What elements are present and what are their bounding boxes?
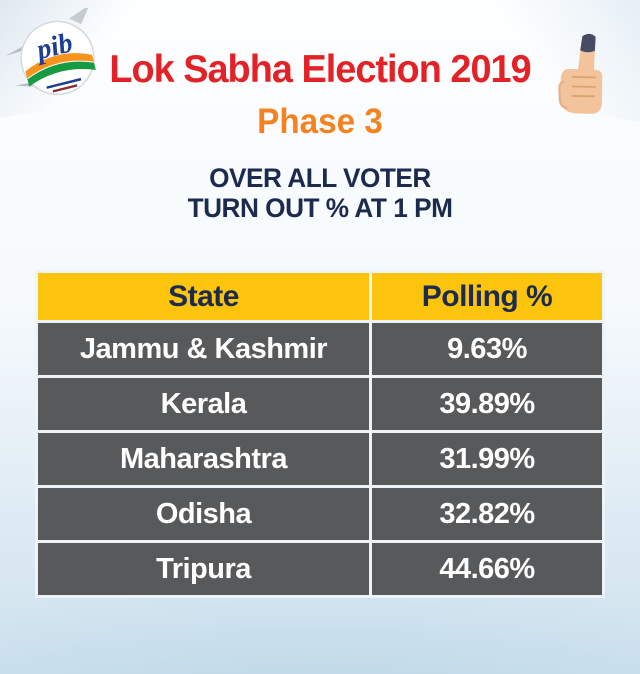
- turnout-subtitle-line2: TURN OUT % AT 1 PM: [187, 192, 453, 223]
- table-header-row: State Polling %: [38, 273, 602, 320]
- turnout-subtitle: OVER ALL VOTER TURN OUT % AT 1 PM: [10, 163, 631, 223]
- state-cell: Kerala: [38, 378, 369, 430]
- hand-icon: [558, 33, 603, 114]
- column-header-polling: Polling %: [371, 273, 602, 320]
- table-row: Jammu & Kashmir 9.63%: [38, 323, 602, 375]
- table-row: Odisha 32.82%: [38, 488, 602, 540]
- polling-cell: 39.89%: [371, 378, 602, 430]
- state-cell: Maharashtra: [38, 433, 369, 485]
- pib-logo-icon: pib: [5, 5, 96, 96]
- polling-cell: 44.66%: [371, 543, 602, 595]
- table-row: Kerala 39.89%: [38, 378, 602, 430]
- table-row: Maharashtra 31.99%: [38, 433, 602, 485]
- polling-cell: 9.63%: [371, 323, 602, 375]
- page-title: Lok Sabha Election 2019: [109, 48, 531, 91]
- pib-logo: pib: [5, 5, 110, 112]
- polling-cell: 32.82%: [371, 488, 602, 540]
- polling-table: State Polling % Jammu & Kashmir 9.63% Ke…: [35, 270, 605, 598]
- state-cell: Odisha: [38, 488, 369, 540]
- header-block: Lok Sabha Election 2019 Phase 3 OVER ALL…: [0, 0, 640, 223]
- phase-subtitle: Phase 3: [257, 102, 383, 141]
- inked-voter-finger-icon: [552, 28, 618, 120]
- column-header-state: State: [38, 273, 369, 320]
- state-cell: Tripura: [38, 543, 369, 595]
- table-row: Tripura 44.66%: [38, 543, 602, 595]
- turnout-subtitle-line1: OVER ALL VOTER: [209, 163, 431, 193]
- state-cell: Jammu & Kashmir: [38, 323, 369, 375]
- polling-cell: 31.99%: [371, 433, 602, 485]
